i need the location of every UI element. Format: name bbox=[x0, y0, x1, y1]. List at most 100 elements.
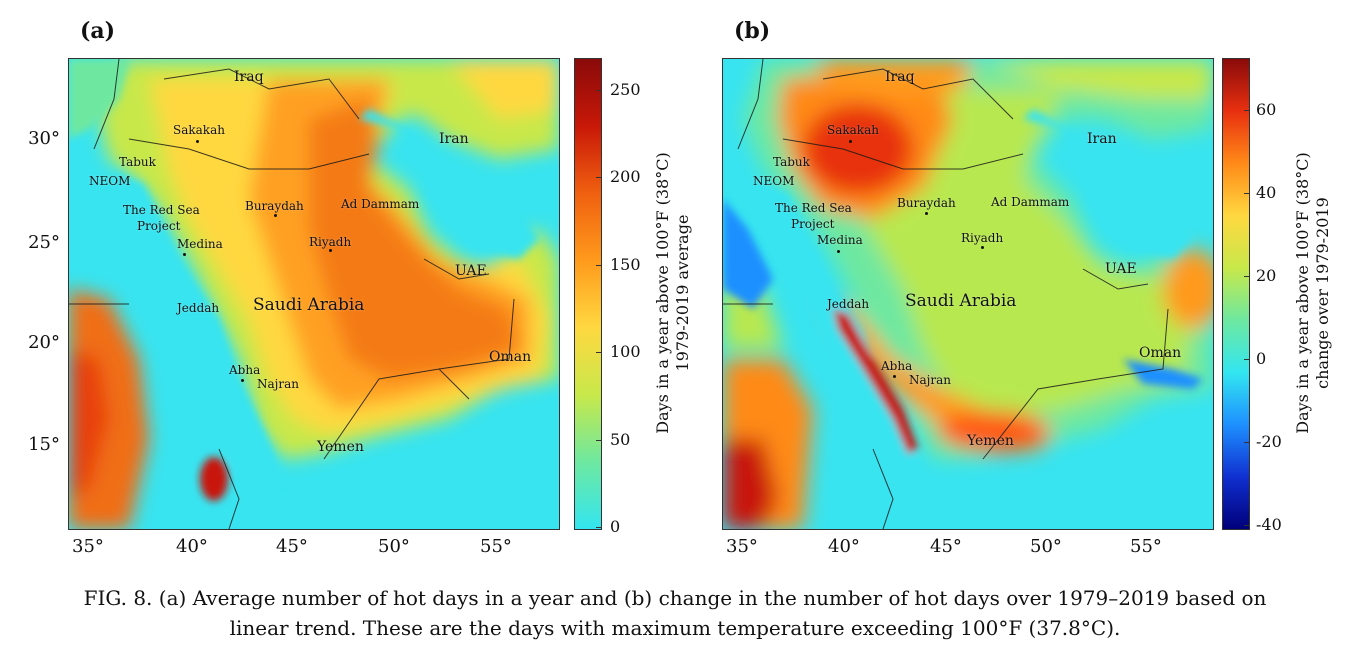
colorbar-a-tick-mark bbox=[596, 90, 602, 91]
lon-tick-55-a: 55° bbox=[480, 536, 512, 557]
label-medina-b: Medina bbox=[817, 233, 863, 247]
colorbar-a bbox=[574, 58, 602, 530]
heatmap-b bbox=[723, 59, 1213, 529]
label-riyadh-b: Riyadh bbox=[961, 231, 1004, 245]
lon-tick-50-a: 50° bbox=[378, 536, 410, 557]
city-dot-sakakah-b bbox=[849, 140, 852, 143]
label-tabuk-b: Tabuk bbox=[773, 155, 810, 169]
colorbar-b-tick-mark bbox=[1244, 359, 1250, 360]
colorbar-a-tick-mark bbox=[596, 527, 602, 528]
label-iran-b: Iran bbox=[1087, 131, 1117, 147]
colorbar-a-tick-mark bbox=[596, 265, 602, 266]
map-panel-b: Iraq Iran Sakakah Tabuk NEOM The Red Sea… bbox=[722, 58, 1214, 530]
city-dot-riyadh-b bbox=[981, 246, 984, 249]
panel-b-label: (b) bbox=[734, 18, 771, 44]
city-dot-sakakah-a bbox=[196, 140, 199, 143]
colorbar-b-tick-mark bbox=[1244, 442, 1250, 443]
label-abha-a: Abha bbox=[229, 363, 261, 377]
lat-tick-30: 30° bbox=[28, 128, 60, 149]
colorbar-b-tick-40: 40 bbox=[1256, 183, 1277, 202]
lon-tick-35-a: 35° bbox=[72, 536, 104, 557]
lon-tick-50-b: 50° bbox=[1030, 536, 1062, 557]
colorbar-b-title-line1: Days in a year above 100°F (38°C) bbox=[1293, 152, 1312, 434]
lon-tick-45-b: 45° bbox=[930, 536, 962, 557]
label-project-b: Project bbox=[791, 217, 835, 231]
colorbar-b-tick-60: 60 bbox=[1256, 100, 1277, 119]
colorbar-b-tick-mark bbox=[1244, 276, 1250, 277]
city-dot-medina-b bbox=[837, 250, 840, 253]
lat-tick-15: 15° bbox=[28, 434, 60, 455]
lat-tick-25: 25° bbox=[28, 232, 60, 253]
colorbar-a-tick-50: 50 bbox=[610, 430, 631, 449]
label-riyadh-a: Riyadh bbox=[309, 235, 352, 249]
colorbar-b-tick-minus40: -40 bbox=[1256, 515, 1282, 534]
lon-tick-45-a: 45° bbox=[276, 536, 308, 557]
label-oman-b: Oman bbox=[1139, 345, 1182, 361]
colorbar-a-tick-250: 250 bbox=[610, 80, 641, 99]
label-oman-a: Oman bbox=[489, 349, 532, 365]
city-dot-buraydah-a bbox=[274, 214, 277, 217]
colorbar-b-tick-0: 0 bbox=[1256, 349, 1267, 368]
label-buraydah-b: Buraydah bbox=[897, 196, 956, 210]
lon-tick-35-b: 35° bbox=[726, 536, 758, 557]
city-dot-abha-b bbox=[893, 375, 896, 378]
label-sakakah-a: Sakakah bbox=[173, 123, 225, 137]
label-uae-a: UAE bbox=[455, 263, 487, 279]
city-dot-riyadh-a bbox=[329, 249, 332, 252]
city-dot-buraydah-b bbox=[925, 212, 928, 215]
colorbar-b-tick-minus20: -20 bbox=[1256, 432, 1282, 451]
heatmap-a bbox=[69, 59, 559, 529]
colorbar-a-title-line1: Days in a year above 100°F (38°C) bbox=[653, 152, 672, 434]
colorbar-a-tick-150: 150 bbox=[610, 255, 641, 274]
caption-line-1: FIG. 8. (a) Average number of hot days i… bbox=[83, 586, 1267, 610]
colorbar-a-title-line2: 1979-2019 average bbox=[673, 214, 692, 372]
label-sakakah-b: Sakakah bbox=[827, 123, 879, 137]
label-tabuk-a: Tabuk bbox=[119, 155, 156, 169]
colorbar-a-tick-mark bbox=[596, 177, 602, 178]
colorbar-a-tick-200: 200 bbox=[610, 167, 641, 186]
label-abha-b: Abha bbox=[881, 359, 913, 373]
lon-tick-55-b: 55° bbox=[1130, 536, 1162, 557]
label-project-a: Project bbox=[137, 219, 181, 233]
panel-a-label: (a) bbox=[80, 18, 116, 44]
colorbar-a-title: Days in a year above 100°F (38°C) 1979-2… bbox=[653, 128, 693, 458]
label-neom-a: NEOM bbox=[89, 174, 131, 188]
label-yemen-b: Yemen bbox=[967, 433, 1014, 449]
label-medina-a: Medina bbox=[177, 237, 223, 251]
city-dot-abha-a bbox=[241, 379, 244, 382]
label-saudi-arabia-a: Saudi Arabia bbox=[253, 295, 365, 315]
colorbar-b-tick-20: 20 bbox=[1256, 266, 1277, 285]
label-uae-b: UAE bbox=[1105, 261, 1137, 277]
colorbar-a-tick-mark bbox=[596, 352, 602, 353]
label-jeddah-a: Jeddah bbox=[177, 301, 220, 315]
colorbar-b bbox=[1222, 58, 1250, 530]
label-saudi-arabia-b: Saudi Arabia bbox=[905, 291, 1017, 311]
city-dot-medina-a bbox=[183, 253, 186, 256]
caption-line-2: linear trend. These are the days with ma… bbox=[229, 616, 1121, 640]
label-buraydah-a: Buraydah bbox=[245, 199, 304, 213]
label-najran-a: Najran bbox=[257, 377, 299, 391]
colorbar-b-tick-mark bbox=[1244, 525, 1250, 526]
colorbar-b-title-line2: change over 1979-2019 bbox=[1313, 197, 1332, 389]
label-ad-dammam-b: Ad Dammam bbox=[991, 195, 1070, 209]
label-iraq-a: Iraq bbox=[234, 69, 264, 85]
lat-tick-20: 20° bbox=[28, 332, 60, 353]
map-panel-a: Iraq Iran Sakakah Tabuk NEOM The Red Sea… bbox=[68, 58, 560, 530]
label-neom-b: NEOM bbox=[753, 174, 795, 188]
colorbar-a-tick-100: 100 bbox=[610, 342, 641, 361]
colorbar-a-tick-mark bbox=[596, 440, 602, 441]
colorbar-a-tick-0: 0 bbox=[610, 517, 621, 536]
colorbar-b-title: Days in a year above 100°F (38°C) change… bbox=[1293, 128, 1333, 458]
label-iran-a: Iran bbox=[439, 131, 469, 147]
label-jeddah-b: Jeddah bbox=[827, 297, 870, 311]
figure-caption: FIG. 8. (a) Average number of hot days i… bbox=[0, 583, 1350, 643]
label-iraq-b: Iraq bbox=[885, 69, 915, 85]
colorbar-b-tick-mark bbox=[1244, 110, 1250, 111]
label-red-sea-a: The Red Sea bbox=[123, 203, 200, 217]
lon-tick-40-b: 40° bbox=[828, 536, 860, 557]
label-najran-b: Najran bbox=[909, 373, 951, 387]
label-ad-dammam-a: Ad Dammam bbox=[341, 197, 420, 211]
label-yemen-a: Yemen bbox=[317, 439, 364, 455]
label-red-sea-b: The Red Sea bbox=[775, 201, 852, 215]
colorbar-b-tick-mark bbox=[1244, 193, 1250, 194]
